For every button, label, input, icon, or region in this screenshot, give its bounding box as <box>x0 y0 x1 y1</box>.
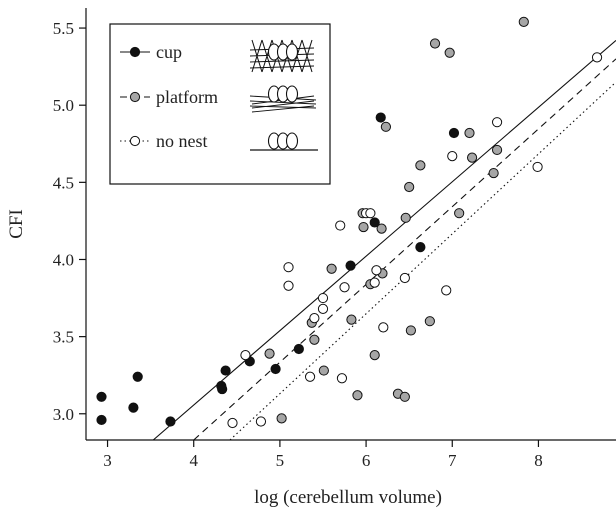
axes: 3 4 5 6 7 8 3.0 3.5 4.0 4.5 5.0 5.5 <box>53 8 616 470</box>
point-platform <box>454 208 465 219</box>
point-cup <box>448 127 460 139</box>
y-axis-label: CFI <box>6 209 27 239</box>
point-platform <box>346 314 357 325</box>
egg-shape <box>285 85 299 103</box>
point-cup <box>165 416 176 427</box>
y-tick-label: 5.5 <box>53 19 74 38</box>
point-cup <box>345 260 356 271</box>
fit-line-platform <box>193 58 616 440</box>
nest-twig <box>249 105 317 109</box>
point-platform <box>429 38 441 49</box>
point-no-nest <box>378 322 389 333</box>
point-no-nest <box>532 161 543 173</box>
point-no-nest <box>240 350 251 361</box>
legend-marker-cup <box>129 46 141 58</box>
point-platform <box>404 181 415 193</box>
point-no-nest <box>283 280 294 291</box>
y-tick-label: 4.0 <box>53 250 74 269</box>
x-tick-label: 7 <box>448 451 457 470</box>
point-platform <box>415 160 426 171</box>
point-platform <box>444 47 455 58</box>
point-no-nest <box>255 416 267 427</box>
point-no-nest <box>591 52 603 63</box>
point-no-nest <box>365 208 376 219</box>
legend-marker-platform <box>129 91 141 103</box>
point-cup <box>132 371 143 382</box>
point-cup <box>96 414 107 426</box>
point-cup <box>369 217 380 228</box>
point-cup <box>96 391 107 402</box>
point-platform <box>352 390 363 401</box>
y-tick-label: 5.0 <box>53 96 74 115</box>
point-platform <box>518 16 529 27</box>
platform-nest-icon <box>249 85 317 113</box>
point-platform <box>488 167 499 179</box>
nest-twig <box>251 105 315 113</box>
point-platform <box>464 127 475 139</box>
point-platform <box>376 223 387 234</box>
point-platform <box>369 350 380 361</box>
no-nest-icon <box>250 132 318 151</box>
egg-shape <box>285 43 299 61</box>
point-platform <box>491 144 503 156</box>
point-platform <box>276 413 287 424</box>
point-no-nest <box>309 313 320 324</box>
x-tick-label: 3 <box>103 451 112 470</box>
point-cup <box>415 242 426 253</box>
point-cup <box>217 383 228 395</box>
x-tick-label: 4 <box>189 451 198 470</box>
point-no-nest <box>339 282 350 293</box>
point-platform <box>358 221 369 233</box>
egg-shape <box>285 132 299 150</box>
x-tick-label: 5 <box>276 451 285 470</box>
point-no-nest <box>283 262 294 273</box>
legend-label-no-nest: no nest <box>156 131 208 151</box>
point-platform <box>399 391 410 402</box>
fit-lines <box>152 39 616 440</box>
cup-nest-icon <box>249 39 315 73</box>
point-platform <box>318 365 329 376</box>
point-platform <box>400 212 411 223</box>
point-no-nest <box>371 265 382 276</box>
point-no-nest <box>227 417 238 429</box>
point-cup <box>220 365 231 376</box>
point-platform <box>309 334 320 345</box>
fit-line-cup <box>152 39 616 440</box>
point-platform <box>405 325 416 336</box>
x-tick-label: 8 <box>534 451 543 470</box>
y-tick-label: 3.0 <box>53 405 74 424</box>
point-cup <box>128 402 139 413</box>
point-cup <box>375 112 386 123</box>
point-platform <box>466 152 478 163</box>
point-no-nest <box>369 277 380 288</box>
nest-twig <box>249 65 315 69</box>
point-platform <box>326 263 337 274</box>
point-no-nest <box>399 272 410 284</box>
y-tick-label: 3.5 <box>53 328 74 347</box>
point-no-nest <box>317 303 329 314</box>
x-tick-label: 6 <box>362 451 371 470</box>
point-cup <box>293 343 304 355</box>
x-axis-label: log (cerebellum volume) <box>254 487 442 508</box>
y-tick-label: 4.5 <box>53 173 74 192</box>
data-points <box>96 16 603 429</box>
point-no-nest <box>335 220 346 231</box>
point-platform <box>380 121 392 132</box>
point-no-nest <box>447 151 458 162</box>
point-no-nest <box>304 371 316 382</box>
point-no-nest <box>317 292 329 304</box>
point-platform <box>264 348 275 359</box>
point-no-nest <box>491 117 503 128</box>
nest-twig <box>249 59 315 63</box>
point-no-nest <box>336 373 348 384</box>
legend-marker-no-nest <box>129 135 141 147</box>
legend: cup platform no nest <box>109 23 331 185</box>
nest-twig <box>251 100 315 109</box>
point-no-nest <box>441 285 452 296</box>
legend-label-cup: cup <box>156 42 182 62</box>
point-cup <box>270 363 281 375</box>
legend-label-platform: platform <box>156 87 218 107</box>
point-platform <box>424 316 435 327</box>
